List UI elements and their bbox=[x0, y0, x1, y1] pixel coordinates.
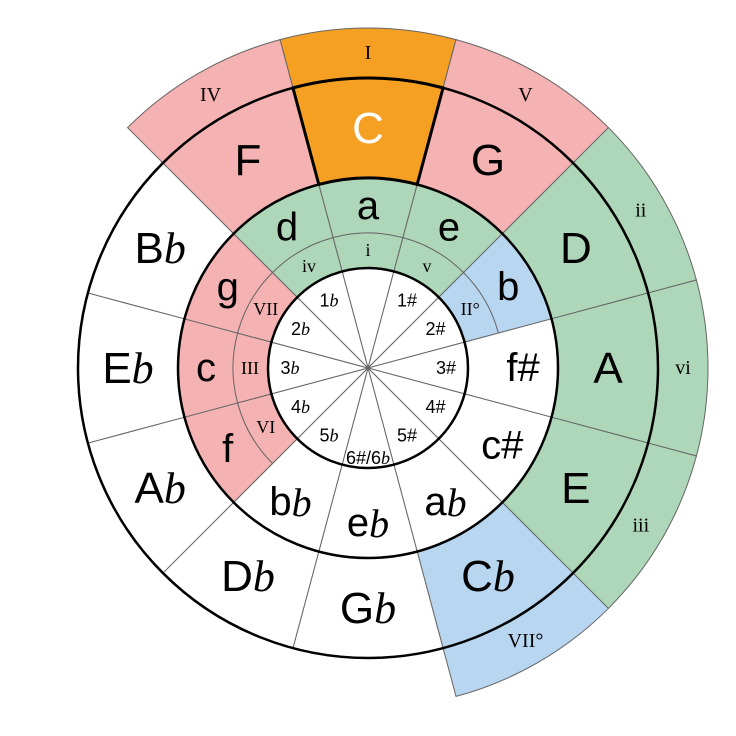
outer-roman-2: ii bbox=[635, 200, 647, 222]
minor-label-3: f# bbox=[506, 346, 540, 390]
acc-label-8: 4b bbox=[291, 397, 310, 417]
major-label-6: Gb bbox=[340, 584, 396, 633]
major-label-8: Ab bbox=[134, 464, 185, 513]
minor-label-10: g bbox=[217, 265, 239, 309]
major-label-7: Db bbox=[221, 551, 275, 600]
acc-label-6: 6#/6b bbox=[346, 448, 390, 468]
minor-label-6: eb bbox=[347, 501, 389, 546]
major-label-10: Bb bbox=[134, 224, 185, 273]
minor-label-4: c# bbox=[481, 424, 524, 468]
minor-label-1: e bbox=[438, 206, 460, 250]
outer-roman-4: iii bbox=[632, 515, 649, 537]
major-label-4: E bbox=[561, 464, 590, 513]
inner-roman-11: iv bbox=[302, 256, 316, 276]
acc-label-2: 2# bbox=[426, 319, 446, 339]
outer-roman-11: IV bbox=[200, 84, 222, 106]
minor-label-2: b bbox=[497, 265, 519, 309]
minor-label-8: f bbox=[222, 427, 234, 471]
acc-label-3: 3# bbox=[436, 358, 456, 378]
acc-label-1: 1# bbox=[397, 290, 417, 310]
major-label-3: A bbox=[593, 344, 623, 393]
outer-roman-3: vi bbox=[675, 357, 691, 379]
inner-roman-10: VII bbox=[253, 299, 278, 319]
major-label-5: Cb bbox=[461, 551, 515, 600]
minor-label-7: bb bbox=[269, 480, 311, 525]
acc-label-7: 5b bbox=[319, 426, 338, 446]
acc-label-4: 4# bbox=[426, 397, 446, 417]
inner-roman-8: VI bbox=[256, 417, 275, 437]
minor-label-9: c bbox=[196, 346, 216, 390]
major-label-11: F bbox=[235, 136, 262, 185]
acc-label-10: 2b bbox=[291, 319, 310, 339]
outer-roman-5: VII° bbox=[508, 630, 544, 652]
major-label-1: G bbox=[471, 136, 505, 185]
major-label-9: Eb bbox=[102, 344, 153, 393]
major-label-2: D bbox=[560, 224, 592, 273]
inner-roman-2: II° bbox=[461, 299, 480, 319]
outer-roman-1: V bbox=[518, 84, 533, 106]
outer-roman-0: I bbox=[365, 42, 372, 64]
acc-label-11: 1b bbox=[319, 290, 338, 310]
inner-roman-0: i bbox=[365, 240, 370, 260]
minor-label-5: ab bbox=[424, 480, 466, 525]
inner-roman-1: v bbox=[423, 256, 432, 276]
acc-label-9: 3b bbox=[280, 358, 299, 378]
circle-of-fifths-diagram: Ca Ii Ge 1# Vv Db 2# ii II° Af# 3# vi Ec# 4# iii Cb ab 5#… bbox=[0, 0, 736, 736]
major-label-0: C bbox=[352, 104, 384, 153]
acc-label-5: 5# bbox=[397, 426, 417, 446]
inner-roman-9: III bbox=[241, 358, 259, 378]
minor-label-11: d bbox=[276, 206, 298, 250]
minor-label-0: a bbox=[357, 184, 380, 228]
